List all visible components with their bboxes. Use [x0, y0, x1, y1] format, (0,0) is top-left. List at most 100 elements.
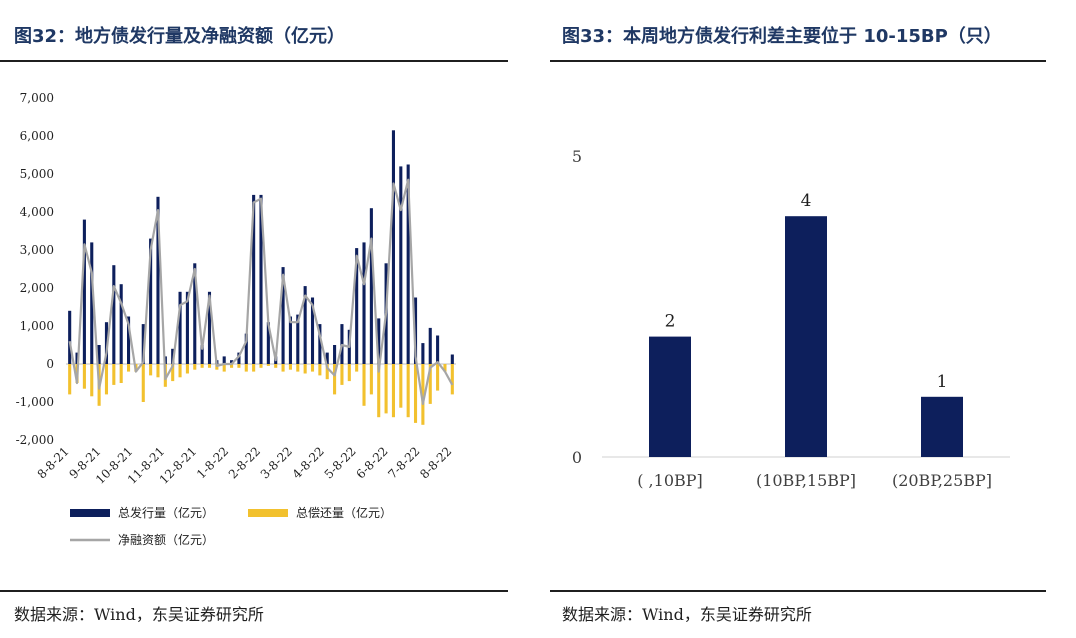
right-source-note: 数据来源：Wind，东吴证券研究所 [562, 605, 812, 624]
repayment-bar [318, 364, 322, 376]
issuance-bar [119, 284, 123, 364]
spread-bar [785, 216, 827, 457]
issuance-bar [288, 316, 292, 364]
x-tick-label: 7-8-22 [385, 444, 422, 481]
issuance-bar [296, 314, 300, 364]
x-tick-label: 4-8-22 [290, 444, 327, 481]
repayment-bar [171, 364, 175, 382]
repayment-bar [406, 364, 410, 418]
x-category-label: (20BP,25BP] [892, 471, 992, 490]
right-figure-panel: 图33：本周地方债发行利差主要位于 10-15BP（只） 0 5 2 ( ,10BP]… [550, 0, 1046, 638]
issuance-bar [333, 345, 337, 364]
issuance-bar [355, 248, 359, 364]
issuance-bar [244, 333, 248, 364]
repayment-bar [193, 364, 197, 370]
x-tick-label: 3-8-22 [258, 444, 295, 481]
repayment-bar [90, 364, 94, 397]
y-tick-label: 1,000 [20, 319, 54, 333]
repayment-bar [222, 364, 226, 372]
spread-bar [921, 396, 963, 457]
issuance-bar [377, 318, 381, 364]
issuance-bar [362, 242, 366, 364]
repayment-bar [178, 364, 182, 378]
repayment-bar [112, 364, 116, 385]
issuance-bar [68, 310, 72, 364]
x-tick-label: 8-8-22 [417, 444, 454, 481]
issuance-bar [237, 352, 241, 364]
legend-repayment-label: 总偿还量（亿元） [296, 505, 392, 520]
repayment-bar [325, 364, 329, 380]
repayment-bar [310, 364, 315, 372]
legend-issuance-swatch [70, 509, 110, 517]
right-figure-title: 图33：本周地方债发行利差主要位于 10-15BP（只） [562, 26, 1002, 47]
x-tick-label: 5-8-22 [322, 444, 359, 481]
issuance-bar [178, 291, 182, 364]
repayment-bar [185, 364, 189, 374]
repayment-bar [281, 364, 285, 372]
issuance-bar [82, 219, 86, 364]
y-tick-label: 5,000 [20, 167, 54, 181]
issuance-bar [406, 164, 410, 364]
x-category-label: (10BP,15BP] [756, 471, 856, 490]
y-tick-label: 6,000 [20, 129, 54, 143]
issuance-bar [318, 324, 322, 364]
issuance-bar [281, 267, 285, 364]
repayment-bar [274, 364, 278, 368]
repayment-bar [127, 364, 131, 372]
repayment-bar [259, 364, 263, 368]
issuance-bar [252, 194, 256, 364]
issuance-bar [421, 343, 425, 364]
y-tick-label: -2,000 [16, 433, 54, 447]
issuance-bar [266, 322, 270, 364]
issuance-bar [391, 130, 395, 364]
legend-issuance-label: 总发行量（亿元） [118, 505, 214, 520]
repayment-bar [436, 364, 440, 391]
y-tick-label: 3,000 [20, 243, 54, 257]
repayment-bar [104, 364, 109, 395]
repayment-bar [384, 364, 388, 414]
issuance-bar [428, 327, 432, 364]
issuance-bar [450, 354, 454, 364]
bar-data-label: 2 [665, 312, 676, 332]
issuance-bar [156, 196, 160, 364]
x-tick-label: 8-8-21 [35, 444, 72, 481]
repayment-bar [450, 364, 454, 395]
repayment-bar [377, 364, 381, 418]
y-tick-label: 7,000 [20, 91, 54, 105]
bar-data-label: 4 [801, 191, 812, 211]
y-tick-label: 5 [572, 147, 582, 166]
issuance-bar [436, 335, 440, 364]
legend-repayment-swatch [248, 509, 288, 517]
issuance-bar [399, 166, 403, 364]
repayment-bar [369, 364, 373, 395]
issuance-bar [207, 291, 212, 364]
repayment-bar [333, 364, 337, 395]
issuance-bar [171, 348, 175, 364]
repayment-bar [355, 364, 359, 372]
issuance-bar [369, 208, 373, 364]
issuance-bar [222, 356, 226, 364]
repayment-bar [428, 364, 432, 404]
repayment-bar [149, 364, 153, 376]
issuance-bar [141, 324, 145, 364]
repayment-bar [362, 364, 366, 406]
issuance-bar [325, 352, 329, 364]
legend-net-label: 净融资额（亿元） [118, 532, 214, 547]
repayment-bar [252, 364, 256, 372]
repayment-bar [207, 364, 212, 368]
issuance-bar [112, 265, 116, 364]
repayment-bar [230, 364, 234, 368]
repayment-bar [296, 364, 300, 372]
y-tick-label: 2,000 [20, 281, 54, 295]
x-tick-label: 2-8-22 [226, 444, 263, 481]
repayment-bar [421, 364, 425, 425]
repayment-bar [119, 364, 123, 383]
repayment-bar [391, 364, 395, 418]
left-bottom-rule [0, 590, 508, 592]
issuance-bar [310, 297, 315, 364]
left-figure-panel: 图32：地方债发行量及净融资额（亿元） -2,000 -1,000 0 1,000 2,… [0, 0, 508, 638]
repayment-bar [68, 364, 72, 395]
issuance-chart: -2,000 -1,000 0 1,000 2,000 3,000 4,000 5,000 6,… [16, 91, 456, 547]
spread-bar [649, 336, 691, 457]
issuance-bar [185, 291, 189, 364]
